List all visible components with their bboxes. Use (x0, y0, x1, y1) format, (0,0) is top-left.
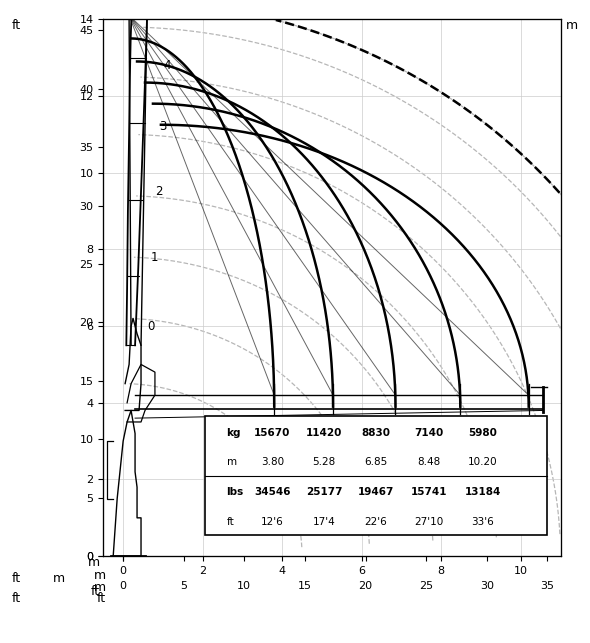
Text: ft: ft (12, 19, 21, 32)
Text: 6.85: 6.85 (364, 457, 387, 467)
Text: 8.48: 8.48 (418, 457, 441, 467)
Text: lbs: lbs (227, 487, 244, 497)
Text: 11420: 11420 (306, 428, 342, 438)
Text: m: m (227, 457, 237, 467)
Text: m: m (88, 556, 100, 569)
Text: 12'6: 12'6 (261, 517, 284, 527)
Text: ft: ft (91, 585, 100, 598)
Text: 3: 3 (159, 120, 166, 133)
Text: 8830: 8830 (361, 428, 390, 438)
Text: m: m (94, 569, 106, 582)
Text: 15741: 15741 (411, 487, 448, 497)
FancyBboxPatch shape (205, 416, 546, 535)
Text: 2: 2 (155, 185, 162, 199)
Text: 25177: 25177 (306, 487, 342, 497)
Text: 19467: 19467 (358, 487, 394, 497)
Text: 17'4: 17'4 (313, 517, 335, 527)
Text: 34546: 34546 (254, 487, 290, 497)
Text: ft: ft (12, 572, 21, 585)
Text: m: m (94, 581, 106, 593)
Text: kg: kg (227, 428, 241, 438)
Text: m: m (566, 19, 578, 32)
Text: 13184: 13184 (465, 487, 501, 497)
Text: 7140: 7140 (415, 428, 444, 438)
Text: ft: ft (227, 517, 234, 527)
Text: 0: 0 (147, 320, 155, 332)
Text: 5980: 5980 (468, 428, 497, 438)
Text: ft: ft (12, 592, 21, 604)
Text: m: m (53, 572, 65, 585)
Text: 3.80: 3.80 (261, 457, 284, 467)
Text: ft: ft (97, 592, 106, 604)
Text: 4: 4 (163, 59, 171, 72)
Text: 15670: 15670 (254, 428, 290, 438)
Text: 10.20: 10.20 (468, 457, 498, 467)
Text: 5.28: 5.28 (312, 457, 336, 467)
Text: 27'10: 27'10 (415, 517, 444, 527)
Text: 1: 1 (151, 251, 159, 264)
Text: 33'6: 33'6 (471, 517, 494, 527)
Text: 22'6: 22'6 (364, 517, 387, 527)
